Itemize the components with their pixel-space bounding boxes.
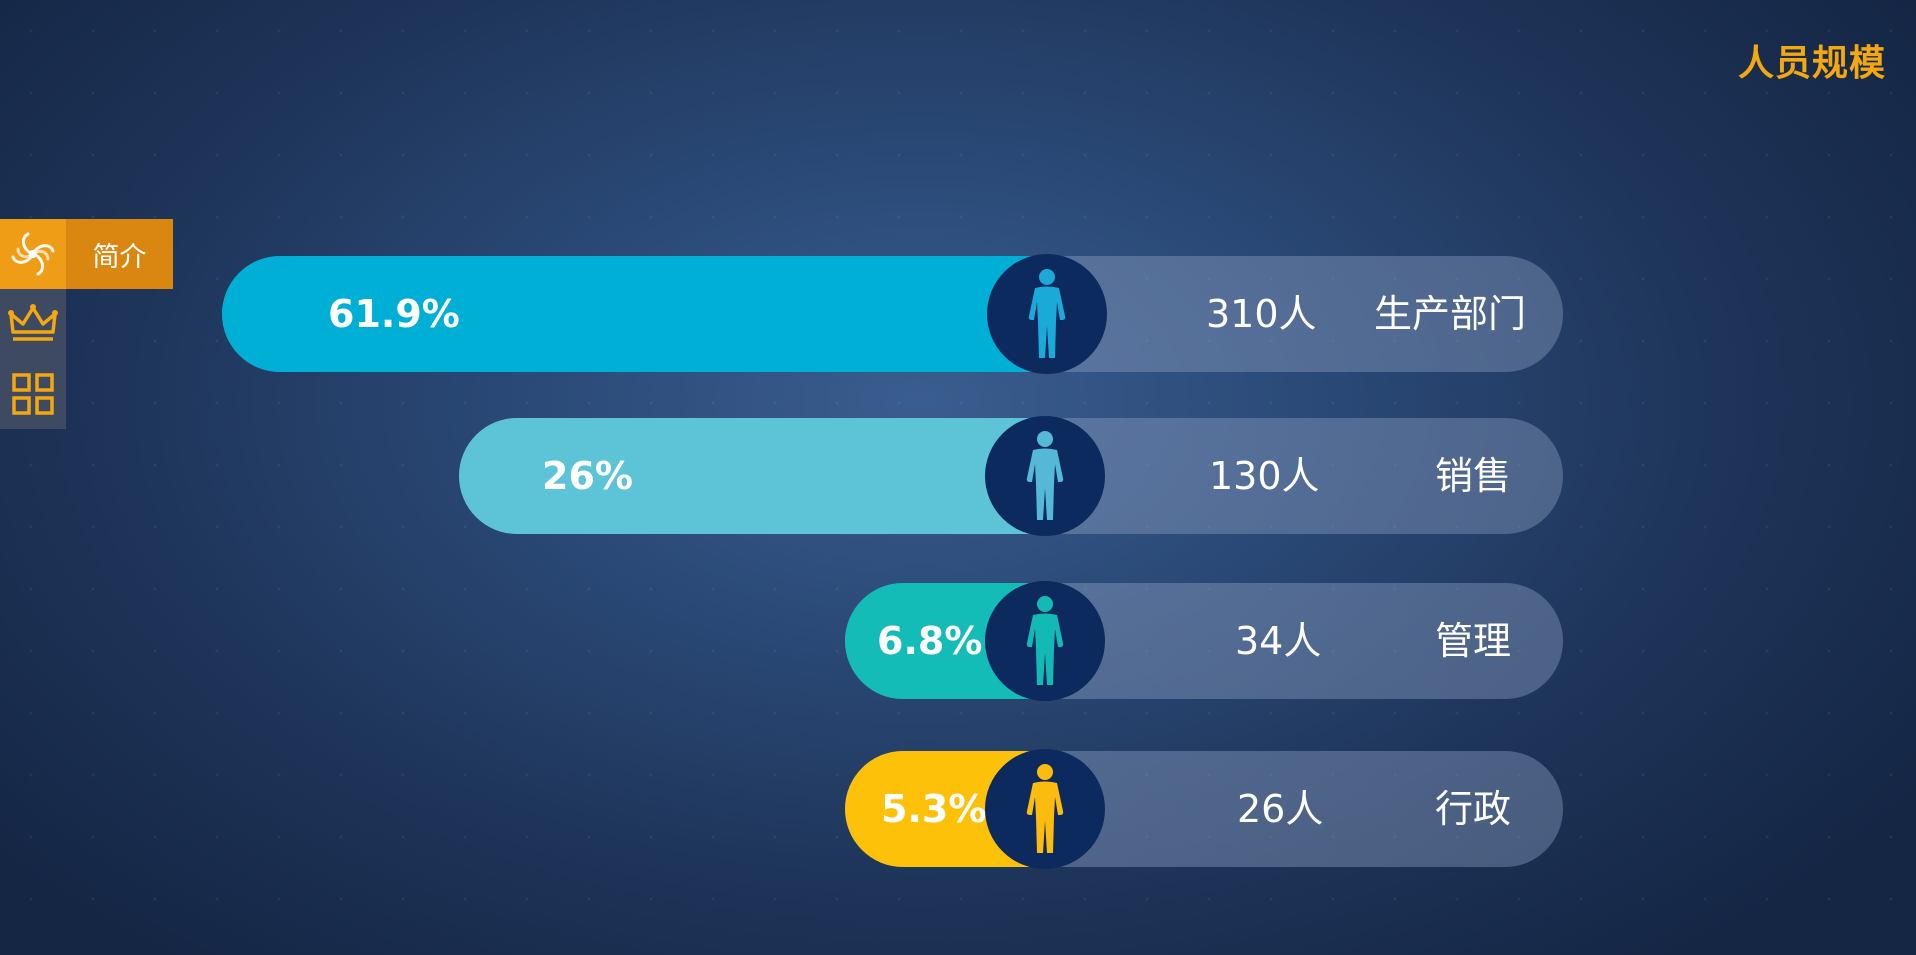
person-icon [985,416,1105,536]
bar-row: 5.3% 26人 行政 [0,749,1916,869]
department-label: 销售 [1435,454,1512,498]
headcount-label: 130人 [1209,454,1320,498]
grid-icon [0,359,66,429]
department-label: 管理 [1435,619,1512,663]
sidebar-item-crown[interactable] [0,289,173,359]
bar-percent-label: 5.3% [881,787,987,831]
sidebar-item-intro[interactable]: 简介 [0,219,173,289]
sidebar-item-label: 简介 [66,219,173,289]
department-label: 行政 [1435,787,1512,831]
sidebar-item-grid[interactable] [0,359,173,429]
bar-percent-label: 26% [542,454,633,498]
page-title: 人员规模 [1737,43,1886,84]
bar-row: 26% 130人 销售 [0,416,1916,536]
spiral-icon [0,219,66,289]
bar-fill [222,256,1045,372]
headcount-label: 26人 [1237,787,1324,831]
bar-fill [459,418,1045,534]
bar-row: 61.9% 310人 生产部门 [0,254,1916,374]
bar-percent-label: 6.8% [877,619,983,663]
person-icon [987,254,1107,374]
person-icon [985,749,1105,869]
bar-percent-label: 61.9% [328,292,460,336]
bar-row: 6.8% 34人 管理 [0,581,1916,701]
sidebar: 简介 [0,219,173,429]
headcount-label: 310人 [1206,292,1317,336]
crown-icon [0,289,66,359]
person-icon [985,581,1105,701]
headcount-label: 34人 [1235,619,1322,663]
department-label: 生产部门 [1374,292,1527,336]
